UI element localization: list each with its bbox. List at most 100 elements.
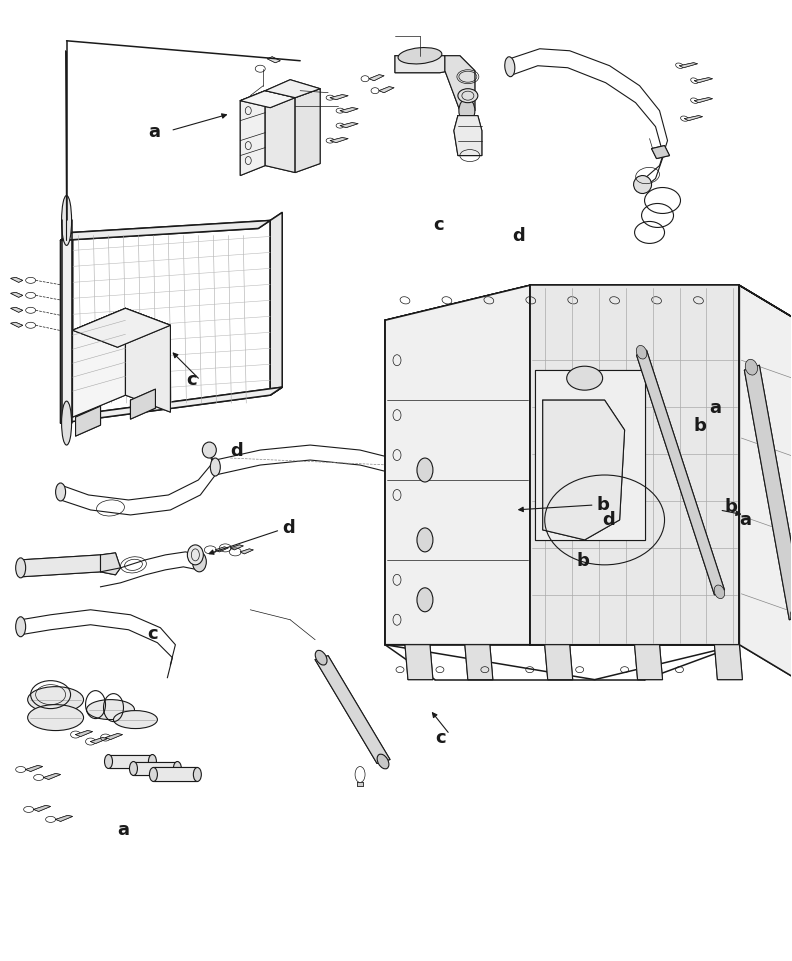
Text: d: d bbox=[230, 442, 242, 459]
Polygon shape bbox=[634, 645, 663, 679]
Polygon shape bbox=[55, 816, 73, 822]
Text: c: c bbox=[186, 371, 197, 389]
Polygon shape bbox=[695, 78, 713, 83]
Polygon shape bbox=[684, 115, 703, 121]
Ellipse shape bbox=[315, 651, 327, 665]
Polygon shape bbox=[405, 645, 433, 679]
Polygon shape bbox=[434, 414, 440, 416]
Polygon shape bbox=[10, 278, 23, 283]
Ellipse shape bbox=[113, 710, 158, 728]
Polygon shape bbox=[134, 761, 177, 776]
Ellipse shape bbox=[148, 754, 157, 769]
Polygon shape bbox=[33, 805, 51, 811]
Polygon shape bbox=[75, 407, 101, 436]
Polygon shape bbox=[131, 389, 155, 419]
Polygon shape bbox=[295, 88, 320, 173]
Polygon shape bbox=[530, 285, 740, 645]
Polygon shape bbox=[315, 655, 390, 763]
Ellipse shape bbox=[567, 366, 603, 390]
Polygon shape bbox=[10, 322, 23, 328]
Polygon shape bbox=[75, 730, 93, 736]
Polygon shape bbox=[454, 115, 482, 156]
Polygon shape bbox=[105, 733, 123, 740]
Polygon shape bbox=[73, 308, 170, 347]
Ellipse shape bbox=[28, 704, 83, 730]
Polygon shape bbox=[714, 645, 742, 679]
Ellipse shape bbox=[192, 552, 207, 572]
Ellipse shape bbox=[745, 359, 757, 375]
Polygon shape bbox=[340, 123, 358, 128]
Ellipse shape bbox=[150, 768, 158, 781]
Ellipse shape bbox=[173, 761, 181, 776]
Text: a: a bbox=[118, 821, 130, 839]
Polygon shape bbox=[101, 553, 120, 575]
Text: d: d bbox=[512, 227, 525, 245]
Text: c: c bbox=[433, 216, 444, 234]
Polygon shape bbox=[267, 57, 280, 62]
Ellipse shape bbox=[408, 505, 420, 524]
Polygon shape bbox=[357, 782, 363, 786]
Polygon shape bbox=[44, 774, 61, 779]
Polygon shape bbox=[240, 90, 265, 176]
Polygon shape bbox=[545, 645, 573, 679]
Polygon shape bbox=[21, 554, 101, 577]
Polygon shape bbox=[61, 233, 73, 423]
Ellipse shape bbox=[505, 57, 515, 77]
Polygon shape bbox=[695, 98, 713, 103]
Polygon shape bbox=[330, 137, 348, 142]
Text: c: c bbox=[435, 728, 446, 747]
Polygon shape bbox=[379, 86, 394, 92]
Ellipse shape bbox=[489, 530, 503, 551]
Ellipse shape bbox=[55, 483, 66, 501]
Polygon shape bbox=[369, 75, 384, 81]
Ellipse shape bbox=[188, 545, 204, 565]
Polygon shape bbox=[395, 56, 450, 73]
Polygon shape bbox=[25, 766, 43, 772]
Polygon shape bbox=[445, 56, 475, 111]
Ellipse shape bbox=[636, 345, 647, 359]
Polygon shape bbox=[73, 308, 125, 417]
Polygon shape bbox=[535, 370, 645, 540]
Ellipse shape bbox=[417, 588, 433, 612]
Ellipse shape bbox=[790, 609, 792, 625]
Polygon shape bbox=[125, 308, 170, 412]
Polygon shape bbox=[154, 768, 197, 781]
Polygon shape bbox=[270, 212, 282, 395]
Text: d: d bbox=[282, 519, 295, 537]
Ellipse shape bbox=[634, 176, 652, 193]
Ellipse shape bbox=[211, 458, 220, 476]
Polygon shape bbox=[740, 285, 792, 690]
Text: a: a bbox=[148, 123, 161, 140]
Polygon shape bbox=[417, 416, 423, 418]
Ellipse shape bbox=[417, 528, 433, 552]
Text: a: a bbox=[709, 399, 721, 416]
Ellipse shape bbox=[28, 687, 83, 713]
Text: a: a bbox=[740, 511, 752, 529]
Polygon shape bbox=[744, 365, 792, 620]
Ellipse shape bbox=[714, 585, 725, 599]
Ellipse shape bbox=[105, 754, 112, 769]
Polygon shape bbox=[265, 90, 295, 173]
Text: d: d bbox=[603, 511, 615, 529]
Text: b: b bbox=[693, 417, 706, 434]
Polygon shape bbox=[637, 350, 725, 595]
Ellipse shape bbox=[458, 88, 478, 103]
Polygon shape bbox=[465, 645, 493, 679]
Ellipse shape bbox=[129, 761, 138, 776]
Ellipse shape bbox=[193, 768, 201, 781]
Text: c: c bbox=[148, 625, 158, 643]
Polygon shape bbox=[385, 285, 530, 645]
Polygon shape bbox=[340, 108, 358, 112]
Text: b: b bbox=[596, 496, 610, 514]
Ellipse shape bbox=[459, 99, 475, 123]
Polygon shape bbox=[543, 400, 625, 540]
Polygon shape bbox=[10, 292, 23, 297]
Polygon shape bbox=[330, 95, 348, 100]
Ellipse shape bbox=[62, 195, 71, 245]
Ellipse shape bbox=[16, 558, 25, 578]
Text: b: b bbox=[725, 498, 737, 516]
Ellipse shape bbox=[202, 442, 216, 458]
Polygon shape bbox=[240, 549, 253, 554]
Ellipse shape bbox=[62, 401, 71, 445]
Polygon shape bbox=[109, 754, 152, 769]
